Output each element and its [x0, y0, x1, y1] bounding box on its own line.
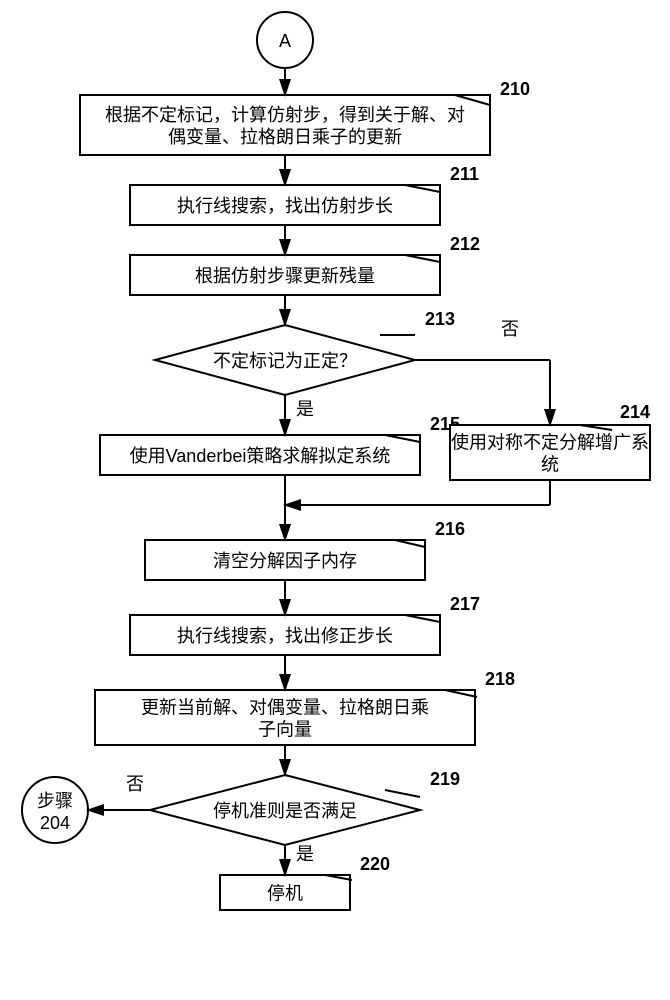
- svg-text:执行线搜索，找出修正步长: 执行线搜索，找出修正步长: [177, 626, 393, 646]
- svg-text:否: 否: [501, 319, 519, 339]
- svg-text:停机准则是否满足: 停机准则是否满足: [213, 801, 357, 821]
- svg-text:216: 216: [435, 519, 465, 539]
- svg-text:子向量: 子向量: [258, 719, 312, 739]
- svg-text:停机: 停机: [267, 883, 303, 903]
- svg-text:219: 219: [430, 769, 460, 789]
- svg-text:统: 统: [541, 454, 559, 474]
- svg-text:根据不定标记，计算仿射步，得到关于解、对: 根据不定标记，计算仿射步，得到关于解、对: [105, 105, 465, 125]
- svg-text:执行线搜索，找出仿射步长: 执行线搜索，找出仿射步长: [177, 196, 393, 216]
- svg-text:是: 是: [296, 399, 314, 419]
- svg-text:根据仿射步骤更新残量: 根据仿射步骤更新残量: [195, 266, 375, 286]
- svg-text:否: 否: [126, 774, 144, 794]
- svg-text:211: 211: [450, 164, 479, 184]
- svg-text:使用Vanderbei策略求解拟定系统: 使用Vanderbei策略求解拟定系统: [130, 446, 391, 466]
- svg-text:是: 是: [296, 844, 314, 864]
- svg-text:213: 213: [425, 309, 455, 329]
- svg-text:步骤: 步骤: [37, 791, 73, 811]
- svg-text:使用对称不定分解增广系: 使用对称不定分解增广系: [451, 432, 649, 452]
- svg-text:偶变量、拉格朗日乘子的更新: 偶变量、拉格朗日乘子的更新: [168, 127, 402, 147]
- svg-text:210: 210: [500, 79, 530, 99]
- svg-text:更新当前解、对偶变量、拉格朗日乘: 更新当前解、对偶变量、拉格朗日乘: [141, 697, 429, 717]
- svg-text:217: 217: [450, 594, 480, 614]
- svg-text:214: 214: [620, 402, 650, 422]
- svg-text:清空分解因子内存: 清空分解因子内存: [213, 551, 357, 571]
- flowchart-canvas: A 根据不定标记，计算仿射步，得到关于解、对偶变量、拉格朗日乘子的更新 210 执行线…: [0, 0, 670, 1000]
- svg-text:不定标记为正定？: 不定标记为正定？: [213, 351, 357, 371]
- svg-text:220: 220: [360, 854, 390, 874]
- svg-text:204: 204: [40, 813, 70, 833]
- svg-text:A: A: [279, 31, 291, 51]
- svg-text:212: 212: [450, 234, 480, 254]
- svg-text:218: 218: [485, 669, 515, 689]
